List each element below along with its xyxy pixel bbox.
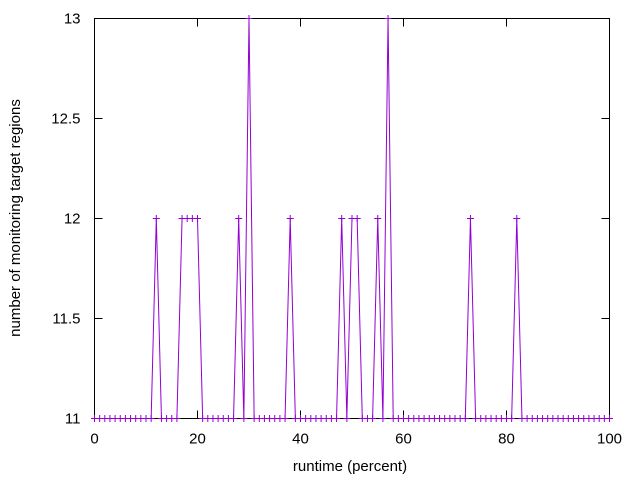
series-layer (91, 15, 613, 422)
x-axis-ticks: 0 20 40 60 80 100 (90, 18, 622, 448)
y-tick-label: 12.5 (51, 111, 80, 128)
data-point-marker (343, 415, 351, 422)
x-tick-label: 60 (395, 431, 412, 448)
data-point-marker (281, 415, 289, 422)
x-tick-label: 20 (189, 431, 206, 448)
data-point-marker (240, 415, 248, 422)
y-tick-label: 12 (64, 211, 81, 228)
data-point-marker (369, 415, 377, 422)
y-axis-ticks: 11 11.5 12 12.5 13 (51, 11, 610, 428)
x-tick-label: 0 (90, 431, 98, 448)
data-point-marker (338, 215, 346, 222)
data-point-marker (379, 415, 387, 422)
x-tick-label: 40 (292, 431, 309, 448)
x-tick-label: 80 (498, 431, 515, 448)
data-point-marker (333, 415, 341, 422)
data-point-marker (235, 215, 243, 222)
data-point-marker (508, 415, 516, 422)
data-point-marker (147, 415, 155, 422)
data-point-marker (461, 415, 469, 422)
data-point-marker (152, 215, 160, 222)
y-tick-label: 11.5 (52, 311, 80, 328)
data-point-marker (513, 215, 521, 222)
data-point-marker (194, 215, 201, 222)
y-tick-label: 13 (64, 11, 81, 28)
data-point-marker (374, 215, 382, 222)
data-point-marker (466, 215, 474, 222)
data-point-marker (230, 415, 238, 422)
data-point-marker (245, 15, 253, 22)
data-point-marker (606, 415, 613, 422)
y-axis-label: number of monitoring target regions (7, 99, 24, 337)
data-point-marker (353, 215, 361, 222)
data-point-marker (173, 415, 181, 422)
data-point-marker (286, 215, 294, 222)
data-point-marker (384, 15, 392, 22)
x-tick-label: 100 (597, 431, 622, 448)
x-axis-label: runtime (percent) (293, 458, 407, 475)
y-tick-label: 11 (65, 411, 81, 428)
